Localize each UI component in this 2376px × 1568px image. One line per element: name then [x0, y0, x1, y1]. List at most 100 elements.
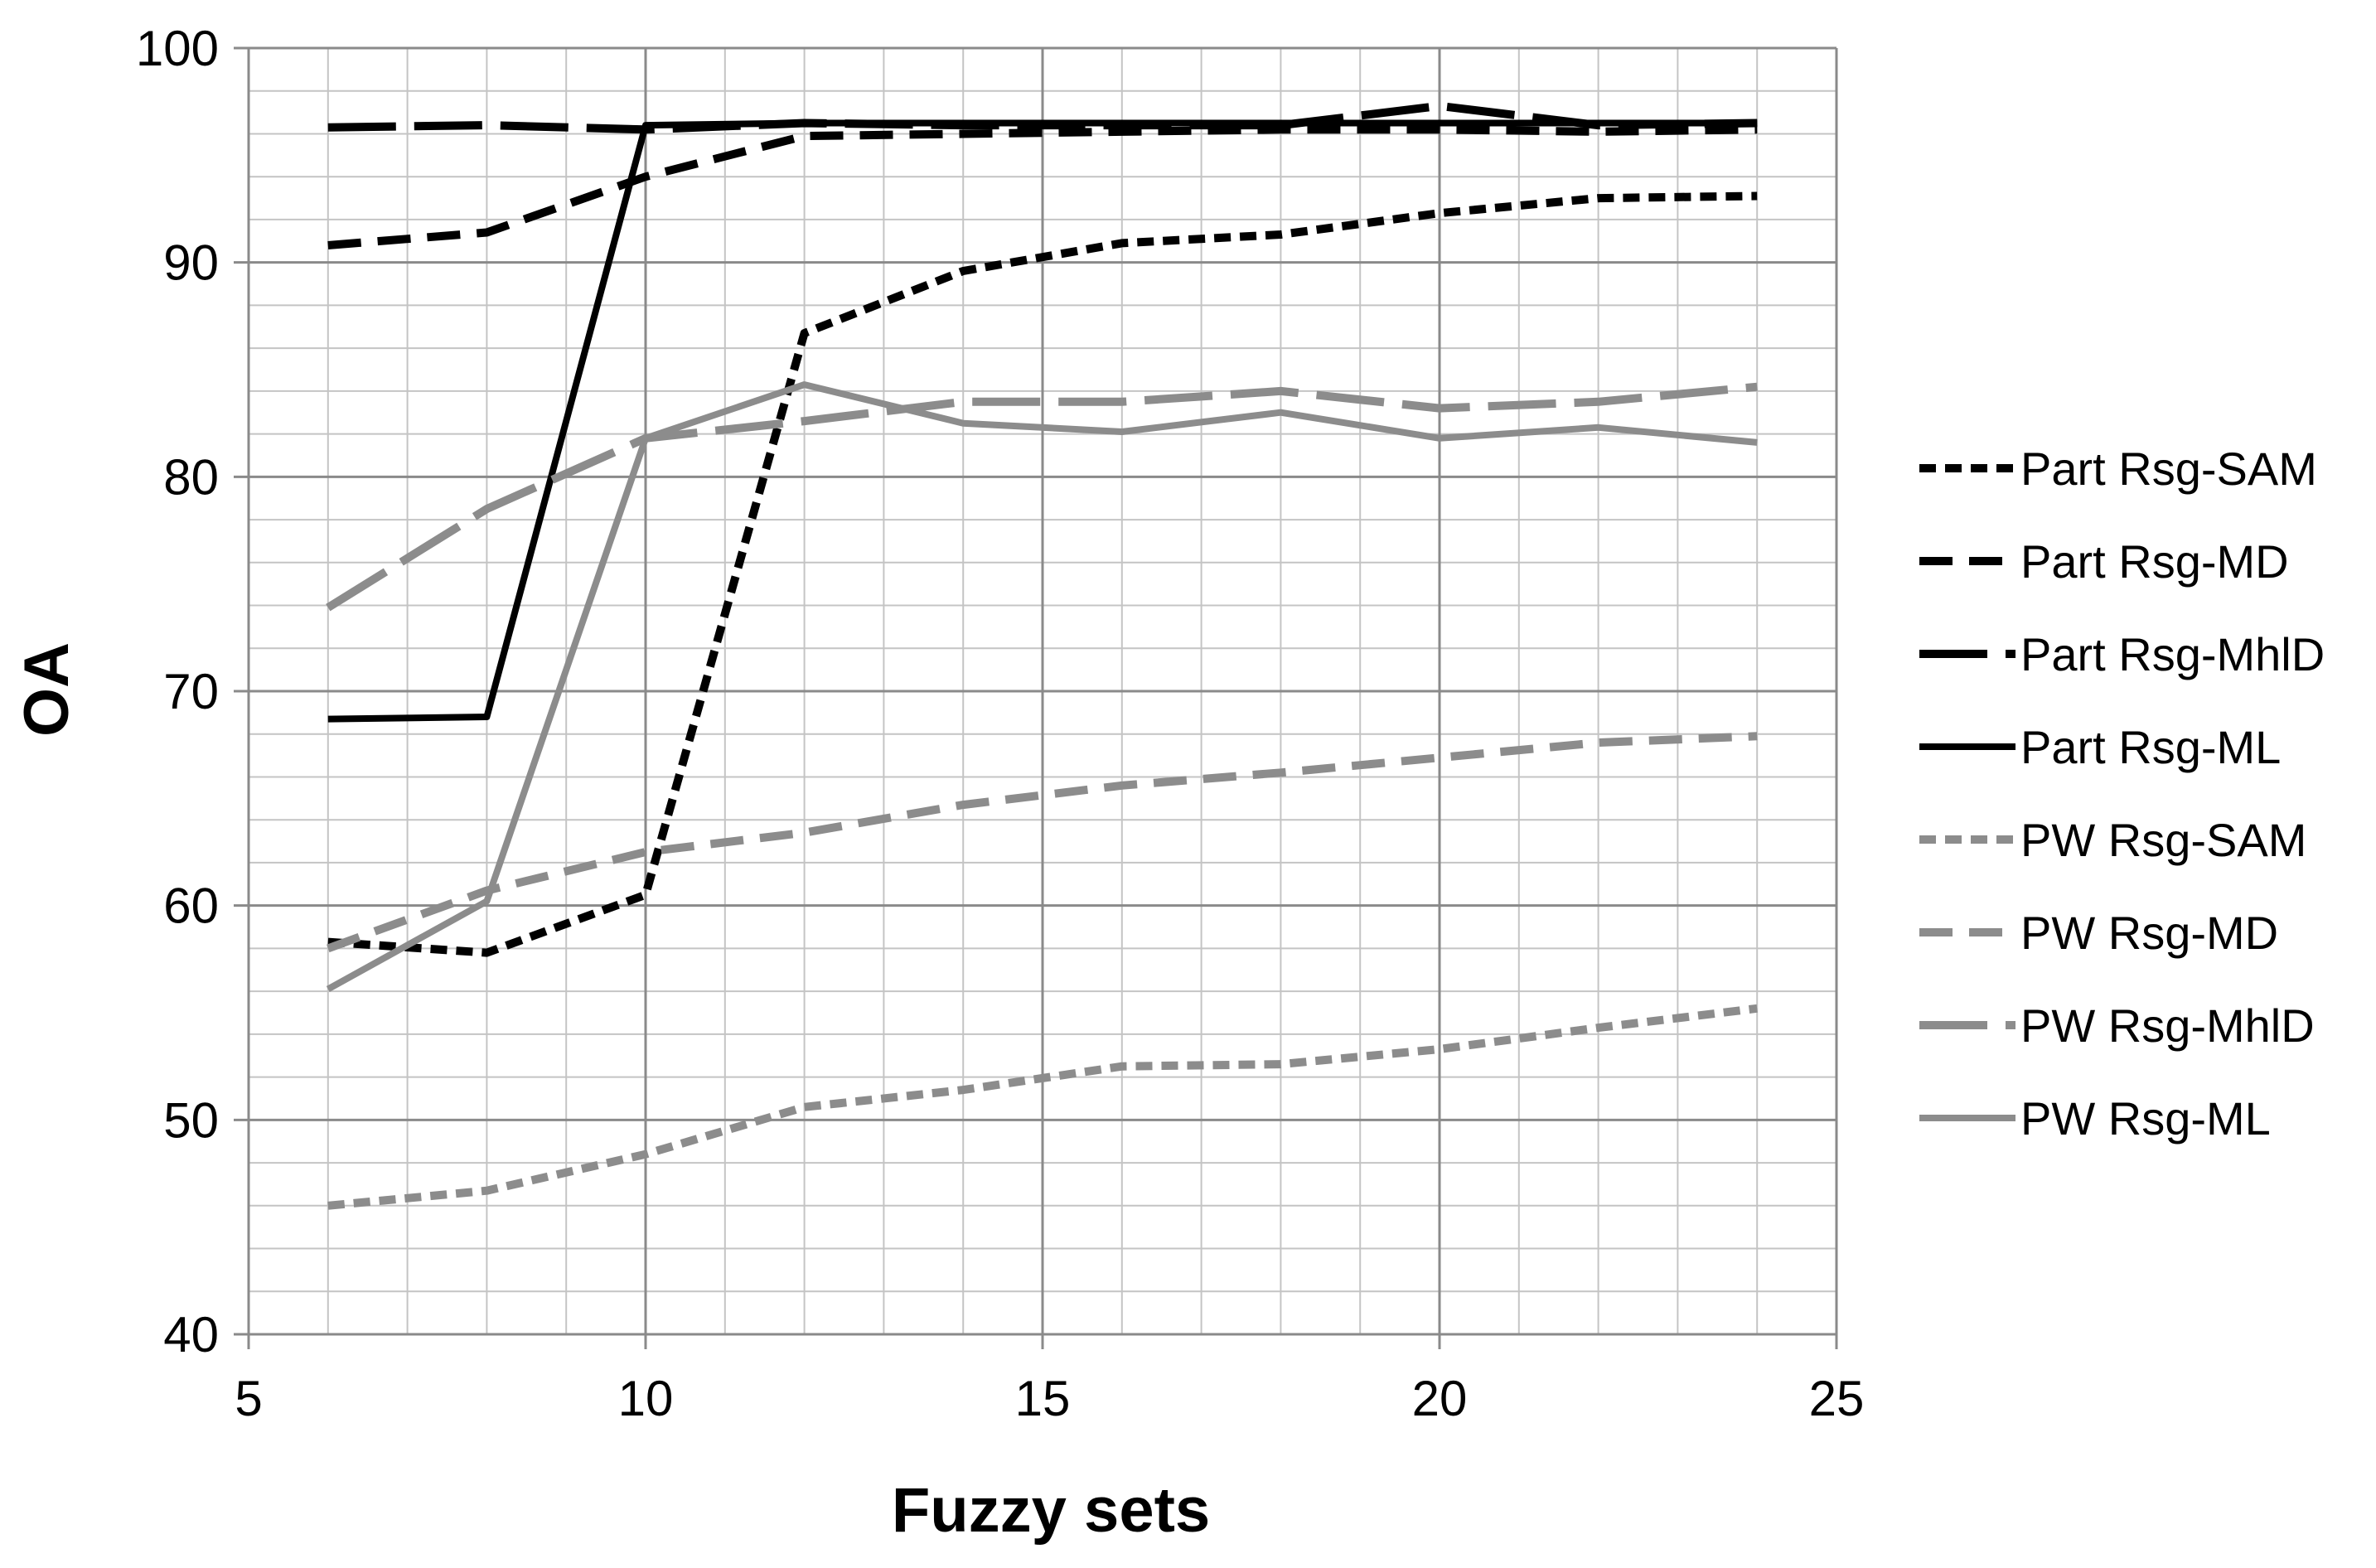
series-layer	[323, 101, 1762, 1211]
legend-label: Part Rsg-SAM	[2020, 443, 2317, 495]
data-point	[1435, 433, 1444, 443]
data-point	[958, 1085, 968, 1095]
legend-entry: Part Rsg-MD	[1919, 535, 2289, 588]
legend-label: Part Rsg-MD	[2020, 535, 2289, 588]
plot-axes: 40 50 60 70 80 90 100 5 10 15 20 25	[136, 21, 1864, 1426]
data-point	[1594, 738, 1604, 748]
legend-label: PW Rsg-ML	[2020, 1092, 2271, 1145]
series-line	[327, 119, 1758, 723]
data-point	[958, 800, 968, 810]
y-axis-title: OA	[12, 642, 82, 737]
data-point	[1275, 1059, 1285, 1069]
data-point	[1435, 119, 1444, 128]
data-point	[1275, 230, 1285, 240]
data-point	[323, 603, 333, 612]
series-line	[327, 1004, 1758, 1210]
x-tick-label: 25	[1809, 1371, 1865, 1426]
data-point	[958, 266, 968, 276]
legend-entry: PW Rsg-MD	[1919, 907, 2278, 959]
series-line	[327, 732, 1758, 953]
data-point	[323, 714, 333, 724]
data-point	[958, 397, 968, 407]
data-point	[641, 890, 651, 900]
data-point	[800, 416, 810, 426]
data-point	[1117, 1062, 1127, 1072]
data-point	[641, 433, 651, 443]
data-point	[958, 119, 968, 128]
data-point	[1594, 423, 1604, 433]
data-point	[1594, 397, 1604, 407]
legend-label: PW Rsg-MD	[2020, 907, 2278, 959]
data-point	[641, 172, 651, 181]
data-point	[1117, 397, 1127, 407]
legend-label: PW Rsg-MhlD	[2020, 999, 2315, 1052]
data-point	[1435, 101, 1444, 111]
legend-entry: PW Rsg-ML	[1919, 1092, 2271, 1145]
data-point	[800, 119, 810, 128]
legend-label: Part Rsg-ML	[2020, 721, 2281, 773]
data-point	[1117, 238, 1127, 248]
data-point	[323, 985, 333, 995]
data-point	[323, 240, 333, 250]
data-point	[800, 828, 810, 838]
legend-entry: PW Rsg-MhlD	[1919, 999, 2315, 1052]
data-point	[1752, 1004, 1762, 1014]
data-point	[1594, 193, 1604, 203]
series-pw-rsg-sam	[323, 1004, 1762, 1211]
data-point	[1275, 119, 1285, 128]
data-point	[323, 123, 333, 133]
y-tick-label: 60	[163, 878, 219, 934]
series-pw-rsg-mhld	[323, 382, 1762, 612]
data-point	[481, 120, 491, 130]
data-point	[800, 380, 810, 390]
x-tick-label: 20	[1412, 1371, 1468, 1426]
series-part-rsg-ml	[323, 119, 1758, 724]
data-point	[1594, 1023, 1604, 1033]
data-point	[1275, 386, 1285, 396]
data-point	[481, 504, 491, 514]
data-point	[323, 943, 333, 953]
data-point	[481, 896, 491, 906]
data-point	[958, 128, 968, 138]
x-axis-title: Fuzzy sets	[892, 1475, 1210, 1546]
legend-label: Part Rsg-MhlD	[2020, 628, 2325, 680]
data-point	[1435, 1044, 1444, 1054]
series-part-rsg-sam	[327, 191, 1762, 958]
data-point	[1275, 767, 1285, 777]
y-tick-label: 90	[163, 235, 219, 291]
y-tick-label: 50	[163, 1092, 219, 1148]
y-tick-label: 80	[163, 449, 219, 505]
series-line	[327, 125, 1758, 249]
y-tick-label: 100	[136, 21, 219, 76]
data-point	[641, 120, 651, 130]
data-point	[800, 131, 810, 141]
x-tick-label: 10	[618, 1371, 674, 1426]
data-point	[481, 227, 491, 237]
legend-entry: Part Rsg-MhlD	[1919, 628, 2325, 680]
data-point	[481, 948, 491, 958]
data-point	[1752, 382, 1762, 392]
x-tick-label: 15	[1015, 1371, 1071, 1426]
data-point	[800, 1102, 810, 1112]
data-point	[1117, 781, 1127, 791]
legend: Part Rsg-SAM Part Rsg-MD Part Rsg-MhlD Part…	[1919, 443, 2325, 1145]
series-pw-rsg-md	[323, 731, 1762, 953]
data-point	[958, 419, 968, 428]
data-point	[481, 1186, 491, 1196]
data-point	[800, 328, 810, 338]
data-point	[1752, 731, 1762, 741]
legend-entry: Part Rsg-ML	[1919, 721, 2281, 773]
data-point	[641, 847, 651, 857]
series-pw-rsg-ml	[323, 380, 1762, 995]
data-point	[1752, 438, 1762, 448]
data-point	[1275, 408, 1285, 418]
data-point	[1752, 191, 1762, 201]
series-line	[326, 381, 1758, 993]
data-point	[323, 1201, 333, 1211]
legend-entry: Part Rsg-SAM	[1919, 443, 2317, 495]
data-point	[1435, 753, 1444, 762]
data-point	[1435, 208, 1444, 218]
data-point	[641, 1149, 651, 1159]
plot-grid	[247, 46, 1838, 1336]
